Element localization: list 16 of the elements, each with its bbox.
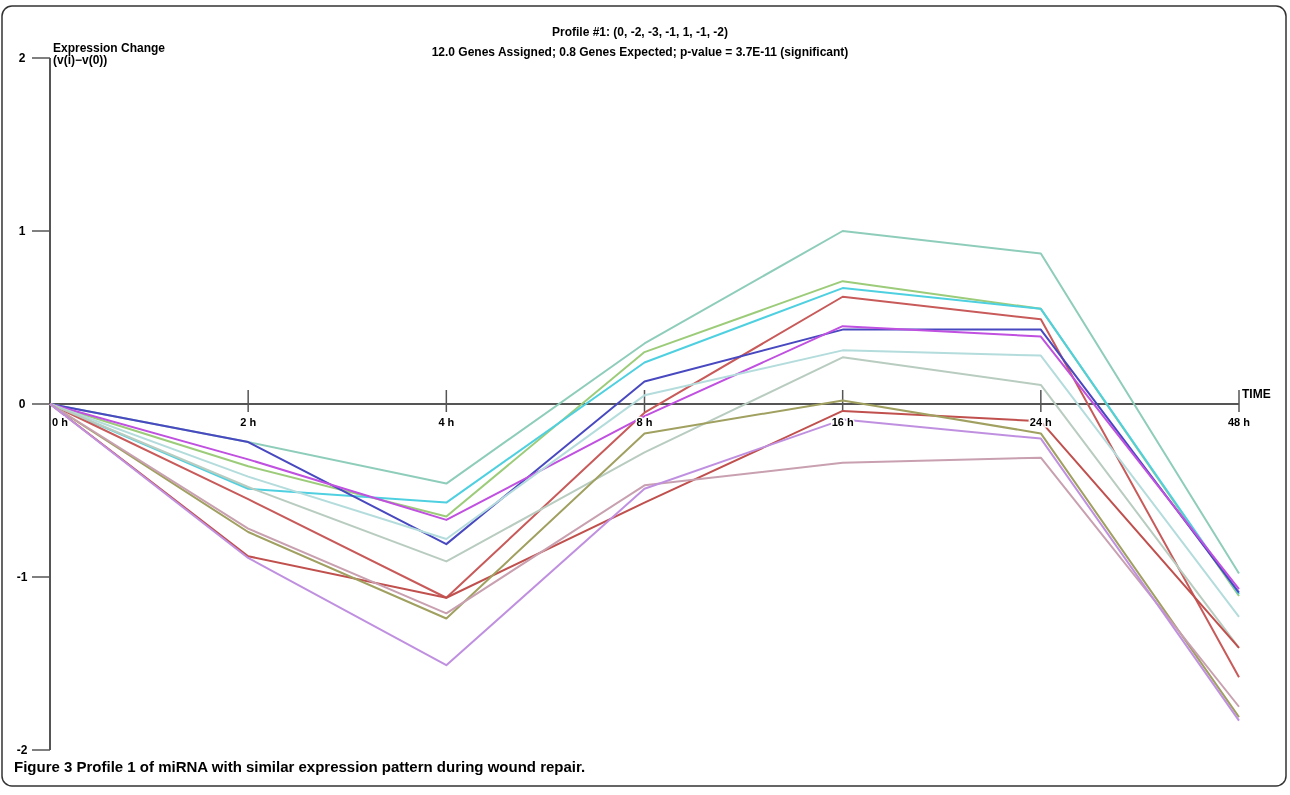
y-tick-label: 0 [18, 397, 26, 412]
y-tick-label: -2 [16, 743, 28, 758]
x-axis-title: TIME [1242, 387, 1271, 401]
x-tick-label: 2 h [240, 416, 257, 428]
y-tick-label: 1 [18, 224, 26, 239]
x-tick-label: 4 h [438, 416, 455, 428]
y-axis-title: Expression Change (v(i)−v(0)) [53, 41, 166, 67]
chart-title: Profile #1: (0, -2, -3, -1, 1, -1, -2) [551, 25, 729, 39]
x-tick-label: 0 h [52, 416, 69, 428]
caption: Figure 3 Profile 1 of miRNA with similar expression pattern during wound repair. [14, 758, 586, 775]
x-tick-label: 16 h [831, 416, 854, 428]
y-tick-label: -1 [16, 570, 28, 585]
y-tick-label: 2 [18, 51, 26, 66]
x-tick-label: 8 h [636, 416, 653, 428]
chart-subtitle: 12.0 Genes Assigned; 0.8 Genes Expected; p-value = 3.7E-11 (significant) [431, 45, 849, 59]
x-tick-label: 48 h [1227, 416, 1251, 428]
